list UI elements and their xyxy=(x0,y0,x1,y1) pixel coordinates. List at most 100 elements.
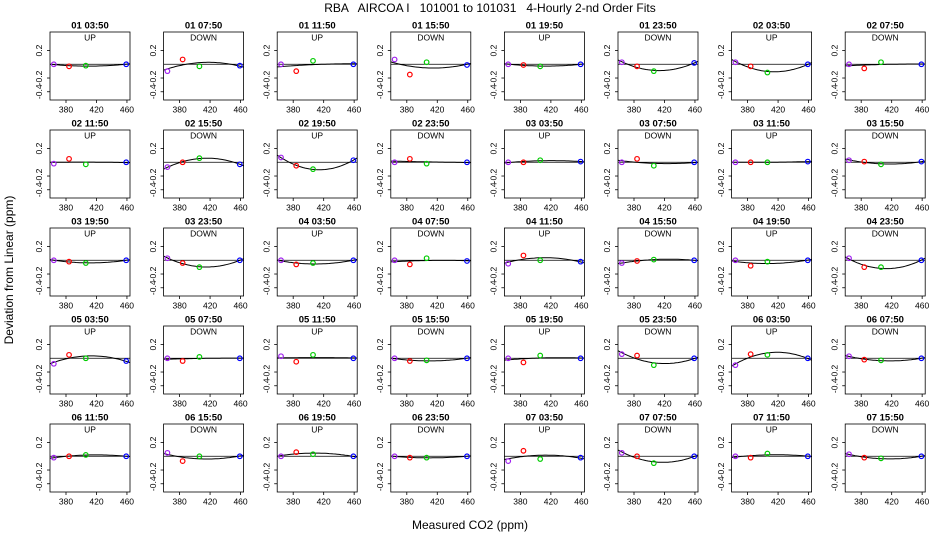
y-tick-label: -0.4 xyxy=(489,84,499,99)
data-point xyxy=(634,63,640,70)
y-tick-label: 0.2 xyxy=(34,338,44,350)
data-point xyxy=(293,449,300,456)
data-point xyxy=(310,166,316,173)
y-tick-label: -0.2 xyxy=(716,462,726,477)
fit-curve xyxy=(617,258,699,265)
y-tick-label: -0.2 xyxy=(489,364,499,379)
data-point xyxy=(577,258,584,265)
data-point xyxy=(732,362,739,369)
data-point xyxy=(236,161,243,168)
data-point xyxy=(764,69,771,76)
data-point xyxy=(236,453,243,460)
data-point xyxy=(423,454,430,461)
plot-frame xyxy=(276,129,358,199)
y-tick-label: 0.2 xyxy=(489,44,499,56)
x-tick-label: 460 xyxy=(233,398,247,408)
data-point xyxy=(196,453,203,460)
data-point xyxy=(310,451,316,458)
y-tick-label: 0.2 xyxy=(716,338,726,350)
y-tick-label: -0.2 xyxy=(34,364,44,379)
x-tick-label: 420 xyxy=(317,104,331,114)
x-tick-label: 460 xyxy=(120,496,134,506)
panel-subtitle: UP xyxy=(311,130,323,140)
panel-title: 02 11:50 xyxy=(72,119,109,130)
data-point xyxy=(123,159,130,166)
fit-curve xyxy=(731,351,812,367)
y-tick-label: -0.4 xyxy=(829,84,839,99)
y-tick-label: -0.4 xyxy=(602,476,612,491)
x-tick-label: 460 xyxy=(801,104,815,114)
y-tick-label: -0.2 xyxy=(261,168,271,183)
plot-frame xyxy=(503,423,585,493)
fit-curve xyxy=(731,454,812,459)
x-tick-label: 420 xyxy=(89,104,103,114)
data-point xyxy=(634,258,640,264)
panel-subtitle: DOWN xyxy=(417,32,444,42)
data-point xyxy=(804,257,811,264)
fit-curve xyxy=(49,63,131,67)
y-tick-label: -0.4 xyxy=(34,84,44,99)
x-tick-label: 460 xyxy=(347,398,361,408)
y-tick-label: 0.2 xyxy=(148,142,158,154)
y-tick-label: 0.2 xyxy=(34,436,44,448)
panel-subtitle: DOWN xyxy=(872,424,899,434)
y-tick-label: -0.2 xyxy=(602,364,612,379)
data-point xyxy=(520,447,527,454)
plot-frame xyxy=(49,227,131,297)
data-point xyxy=(391,257,398,264)
data-point xyxy=(82,62,89,69)
panel-subtitle: UP xyxy=(538,424,550,434)
y-tick-label: -0.4 xyxy=(375,280,385,295)
panel-subtitle: UP xyxy=(538,32,550,42)
x-tick-label: 380 xyxy=(59,104,73,114)
data-point xyxy=(618,449,625,456)
x-tick-label: 380 xyxy=(173,202,187,212)
fit-curve xyxy=(504,454,585,460)
data-point xyxy=(278,61,284,68)
x-tick-label: 380 xyxy=(59,300,73,310)
y-tick-label: -0.2 xyxy=(829,266,839,281)
x-tick-label: 420 xyxy=(544,398,558,408)
panel-subtitle: UP xyxy=(84,326,96,336)
x-tick-label: 420 xyxy=(430,496,444,506)
x-tick-label: 380 xyxy=(59,496,73,506)
data-point xyxy=(66,453,72,460)
y-tick-label: -0.4 xyxy=(602,84,612,99)
x-tick-label: 460 xyxy=(915,496,929,506)
x-tick-label: 460 xyxy=(347,104,361,114)
x-tick-label: 420 xyxy=(317,202,331,212)
x-tick-label: 460 xyxy=(574,104,588,114)
data-point xyxy=(747,454,754,461)
data-point xyxy=(537,456,544,462)
data-point xyxy=(520,62,527,68)
data-point xyxy=(650,68,657,75)
data-point xyxy=(618,260,625,266)
y-tick-label: 0.2 xyxy=(34,142,44,154)
panel-title: 03 23:50 xyxy=(185,217,223,228)
x-tick-label: 420 xyxy=(771,496,785,506)
data-point xyxy=(691,60,698,66)
y-tick-label: 0.2 xyxy=(716,44,726,56)
y-tick-label: -0.2 xyxy=(261,266,271,281)
x-tick-label: 420 xyxy=(203,398,217,408)
fit-curve xyxy=(390,455,471,459)
plot-frame xyxy=(276,325,358,395)
panel-title: 01 07:50 xyxy=(185,21,223,32)
panel-subtitle: DOWN xyxy=(190,32,217,42)
y-tick-label: -0.2 xyxy=(261,364,271,379)
data-point xyxy=(650,460,657,467)
data-point xyxy=(278,453,284,460)
x-tick-label: 380 xyxy=(286,300,300,310)
data-point xyxy=(918,453,925,460)
data-point xyxy=(846,353,852,360)
y-tick-label: -0.2 xyxy=(148,70,158,85)
y-tick-label: -0.4 xyxy=(829,182,839,197)
